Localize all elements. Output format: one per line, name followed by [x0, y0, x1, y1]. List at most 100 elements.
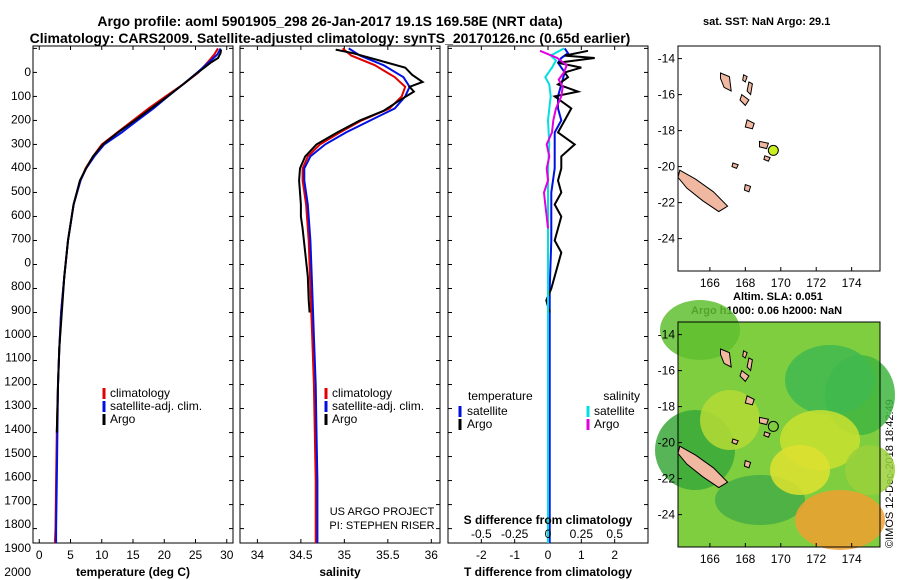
map-y-tick-label: -18 [658, 124, 676, 138]
x-axis-label: temperature (deg C) [76, 565, 190, 579]
secondary-tick-label: -0.5 [471, 527, 492, 541]
series-line-argo [545, 49, 595, 313]
legend-label: Argo [594, 417, 620, 431]
y-tick-label: 1000 [4, 327, 31, 341]
land-polygon [677, 169, 729, 213]
x-tick-label: 5 [67, 548, 74, 562]
secondary-tick-label: 0.5 [606, 527, 623, 541]
legend-title-temperature: temperature [468, 389, 533, 403]
y-tick-label: 0 [24, 65, 31, 79]
x-tick-label: 35.5 [376, 548, 400, 562]
legend-label: climatology [110, 386, 170, 400]
series-line-satellite-adj-clim- [303, 47, 411, 543]
y-tick-label: 800 [11, 279, 31, 293]
x-tick-label: 10 [95, 548, 109, 562]
series-line-satellite [548, 47, 570, 543]
map-top-title: sat. SST: NaN Argo: 29.1 [703, 16, 831, 28]
legend-title-salinity: salinity [603, 389, 640, 403]
land-polygon [746, 81, 753, 96]
chart-title-line1: Argo profile: aoml 5901905_298 26-Jan-20… [97, 13, 563, 29]
series-line-climatology [301, 47, 407, 543]
float-position-marker [767, 420, 779, 432]
x-tick-label: 0 [545, 548, 552, 562]
series-line-argo [539, 49, 568, 229]
secondary-tick-label: -0.25 [501, 527, 529, 541]
sla-blob [700, 390, 760, 450]
annotation-us-argo: US ARGO PROJECT [330, 506, 435, 518]
land-polygon [759, 416, 770, 426]
y-tick-label: 900 [11, 303, 31, 317]
legend-label: Argo [110, 412, 136, 426]
series-line-satellite [544, 47, 565, 543]
sla-blob [845, 445, 895, 495]
land-polygon [743, 183, 752, 193]
map-y-tick-label: -20 [658, 436, 676, 450]
x-tick-label: 15 [126, 548, 140, 562]
land-polygon [731, 162, 739, 170]
land-polygon [739, 369, 750, 383]
sla-blob [770, 445, 830, 495]
legend-label: Argo [332, 412, 358, 426]
map-x-tick-label: 174 [842, 552, 862, 566]
land-polygon [744, 395, 755, 406]
land-polygon [743, 459, 752, 469]
x-tick-label: -1 [509, 548, 520, 562]
float-position-marker [767, 144, 779, 156]
map-x-tick-label: 166 [700, 276, 720, 290]
x-tick-label: 34.5 [289, 548, 313, 562]
map-x-tick-label: 172 [806, 552, 826, 566]
land-polygon [739, 93, 750, 107]
map-x-tick-label: 170 [771, 276, 791, 290]
panel-frame [239, 45, 441, 544]
map-y-tick-label: -16 [658, 88, 676, 102]
x-tick-label: 2 [611, 548, 618, 562]
legend-label: climatology [332, 386, 392, 400]
y-tick-label: 1400 [4, 422, 31, 436]
map-y-tick-label: -18 [658, 400, 676, 414]
series-line-argo [298, 48, 425, 313]
legend-label: satellite-adj. clim. [110, 399, 202, 413]
legend-label: satellite-adj. clim. [332, 399, 424, 413]
y-tick-label: 700 [11, 232, 31, 246]
x-axis-label: T difference from climatology [464, 565, 632, 579]
map-y-tick-label: -24 [658, 232, 676, 246]
land-polygon [731, 438, 739, 446]
y-tick-label: 1300 [4, 398, 31, 412]
y-tick-label: 1500 [4, 446, 31, 460]
map-y-tick-label: -14 [658, 328, 676, 342]
secondary-axis-label: S difference from climatology [464, 513, 633, 527]
map-y-tick-label: -14 [658, 52, 676, 66]
x-tick-label: 1 [578, 548, 585, 562]
map-y-tick-label: -22 [658, 196, 676, 210]
sla-blob [785, 345, 875, 415]
y-tick-label: 1600 [4, 470, 31, 484]
map-x-tick-label: 170 [771, 552, 791, 566]
map-y-tick-label: -22 [658, 472, 676, 486]
x-tick-label: 30 [220, 548, 234, 562]
land-polygon [720, 72, 732, 92]
map-bottom-title-line1: Altim. SLA: 0.051 [733, 291, 823, 303]
land-polygon [746, 357, 753, 372]
y-tick-label: 600 [11, 208, 31, 222]
x-tick-label: 25 [189, 548, 203, 562]
series-line-climatology [53, 47, 219, 544]
sla-heatmap [655, 300, 895, 550]
y-tick-label: 1800 [4, 517, 31, 531]
y-tick-label: 1200 [4, 374, 31, 388]
y-tick-label: 1100 [5, 351, 31, 365]
series-line-satellite-adj-clim- [55, 47, 222, 543]
map-x-tick-label: 174 [842, 276, 862, 290]
map-y-tick-label: -20 [658, 160, 676, 174]
series-line-argo [55, 49, 223, 433]
y-tick-label: 300 [11, 136, 31, 150]
y-tick-label: 200 [11, 113, 31, 127]
legend-label: satellite [467, 404, 508, 418]
land-polygon [742, 74, 748, 83]
sla-blob [795, 490, 885, 550]
y-tick-label: 100 [11, 89, 31, 103]
x-tick-label: 20 [158, 548, 172, 562]
y-tick-label: 500 [11, 184, 31, 198]
y-tick-label: 1700 [4, 493, 31, 507]
map-y-tick-label: -24 [658, 508, 676, 522]
